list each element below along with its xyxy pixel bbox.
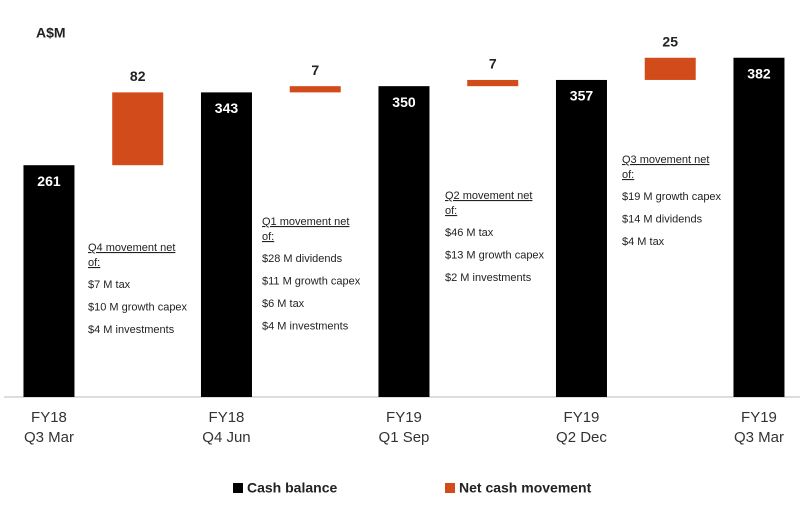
annotation-heading: Q1 movement net of: [262, 216, 349, 243]
x-tick-label: FY18 Q4 Jun [202, 409, 250, 446]
legend-swatch [445, 483, 455, 493]
annotation-item: $13 M growth capex [445, 249, 545, 261]
annotation-item: $7 M tax [88, 279, 131, 291]
annotation-item: $14 M dividends [622, 213, 703, 225]
cash-bar [200, 92, 252, 397]
x-tick-label: FY18 Q3 Mar [24, 409, 74, 446]
annotation-heading: Q3 movement net of: [622, 154, 709, 181]
value-label: 25 [662, 33, 678, 49]
annotation-item: $11 M growth capex [262, 275, 361, 287]
cash-bar [23, 165, 75, 397]
value-label: 7 [311, 62, 319, 78]
annotation-item: $4 M tax [622, 236, 665, 248]
x-tick-label: FY19 Q1 Sep [379, 409, 430, 446]
movement-bar [289, 86, 341, 93]
movement-bar [467, 79, 519, 87]
movement-bar [644, 57, 696, 80]
legend-label: Net cash movement [459, 480, 592, 496]
annotation-item: $46 M tax [445, 227, 494, 239]
annotation-heading: Q4 movement net of: [88, 242, 175, 269]
annotation-item: $6 M tax [262, 298, 305, 310]
y-axis-label: A$M [36, 25, 66, 41]
annotation-heading: Q2 movement net of: [445, 190, 532, 217]
legend-label: Cash balance [247, 480, 337, 496]
value-label: 382 [747, 65, 771, 81]
annotation-item: $4 M investments [262, 320, 349, 332]
x-tick-label: FY19 Q3 Mar [734, 409, 784, 446]
annotation-item: $4 M investments [88, 324, 175, 336]
annotation-item: $19 M growth capex [622, 191, 722, 203]
value-label: 82 [130, 68, 146, 84]
cash-bar [555, 79, 607, 397]
value-label: 343 [215, 100, 239, 116]
x-tick-label: FY19 Q2 Dec [556, 409, 607, 446]
value-label: 261 [37, 173, 61, 189]
movement-bar [112, 92, 164, 166]
legend-swatch [233, 483, 243, 493]
value-label: 357 [570, 88, 594, 104]
annotation-item: $2 M investments [445, 272, 532, 284]
value-label: 7 [489, 56, 497, 72]
annotation-item: $10 M growth capex [88, 301, 188, 313]
cash-bar [733, 57, 785, 397]
annotation-item: $28 M dividends [262, 253, 343, 265]
cash-bar [378, 86, 430, 398]
value-label: 350 [392, 94, 416, 110]
